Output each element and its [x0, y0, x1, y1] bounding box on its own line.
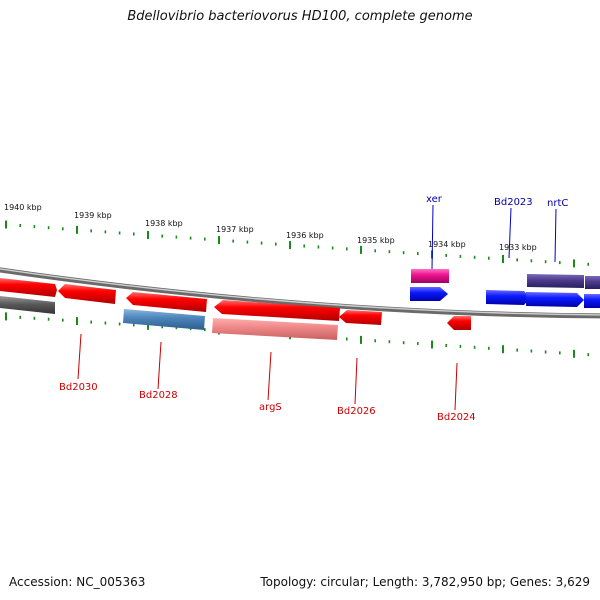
gene-xer[interactable] — [411, 269, 449, 283]
gene-Bd2028[interactable] — [123, 309, 205, 330]
gene-label-Bd2026: Bd2026 — [337, 406, 376, 417]
callout-argS — [267, 351, 272, 401]
gene-purple-right[interactable] — [585, 276, 600, 289]
tick-label-1933: 1933 kbp — [499, 243, 537, 252]
gene-red-left-top[interactable] — [0, 278, 57, 297]
forward-tick-ruler — [5, 220, 590, 268]
gene-Bd2030[interactable] — [58, 284, 116, 304]
tick-label-1936: 1936 kbp — [286, 231, 324, 240]
tick-label-1938: 1938 kbp — [145, 219, 183, 228]
callout-Bd2024 — [454, 362, 458, 411]
gene-label-Bd2024: Bd2024 — [437, 412, 476, 423]
tick-label-1940: 1940 kbp — [4, 203, 42, 212]
gene-label-nrtC: nrtC — [547, 198, 568, 209]
tick-label-1937: 1937 kbp — [216, 225, 254, 234]
callout-Bd2028 — [157, 341, 162, 390]
gene-grey-left[interactable] — [0, 296, 55, 314]
gene-blue-right[interactable] — [584, 294, 600, 308]
gene-Bd2029[interactable] — [126, 292, 207, 312]
gene-argS[interactable] — [212, 318, 338, 340]
gene-nrtC-blue[interactable] — [526, 292, 584, 307]
callout-Bd2023 — [508, 207, 512, 259]
gene-label-xer: xer — [426, 194, 443, 205]
callout-xer — [431, 204, 434, 270]
reverse-tick-ruler — [5, 312, 590, 358]
gene-Bd2026[interactable] — [339, 310, 382, 325]
callout-Bd2026 — [354, 357, 358, 405]
callout-Bd2030 — [77, 333, 82, 380]
tick-label-1934: 1934 kbp — [428, 240, 466, 249]
gene-argS-top[interactable] — [214, 300, 340, 321]
gene-Bd2023[interactable] — [486, 290, 530, 305]
genome-stats-label: Topology: circular; Length: 3,782,950 bp… — [260, 575, 590, 589]
gene-label-Bd2023: Bd2023 — [494, 197, 533, 208]
gene-nrtC-purple[interactable] — [527, 274, 584, 288]
gene-label-argS: argS — [259, 402, 282, 413]
genome-backbone-highlight — [0, 268, 600, 316]
tick-label-1935: 1935 kbp — [357, 236, 395, 245]
map-title: Bdellovibrio bacteriovorus HD100, comple… — [127, 9, 473, 24]
gene-Bd2024[interactable] — [447, 316, 471, 330]
tick-label-1939: 1939 kbp — [74, 211, 112, 220]
gene-xer-blue[interactable] — [410, 287, 448, 301]
callout-lines — [77, 204, 557, 411]
callout-nrtC — [554, 208, 557, 263]
gene-label-Bd2028: Bd2028 — [139, 390, 178, 401]
genome-backbone — [0, 267, 600, 319]
accession-label: Accession: NC_005363 — [9, 575, 146, 589]
gene-label-Bd2030: Bd2030 — [59, 382, 98, 393]
